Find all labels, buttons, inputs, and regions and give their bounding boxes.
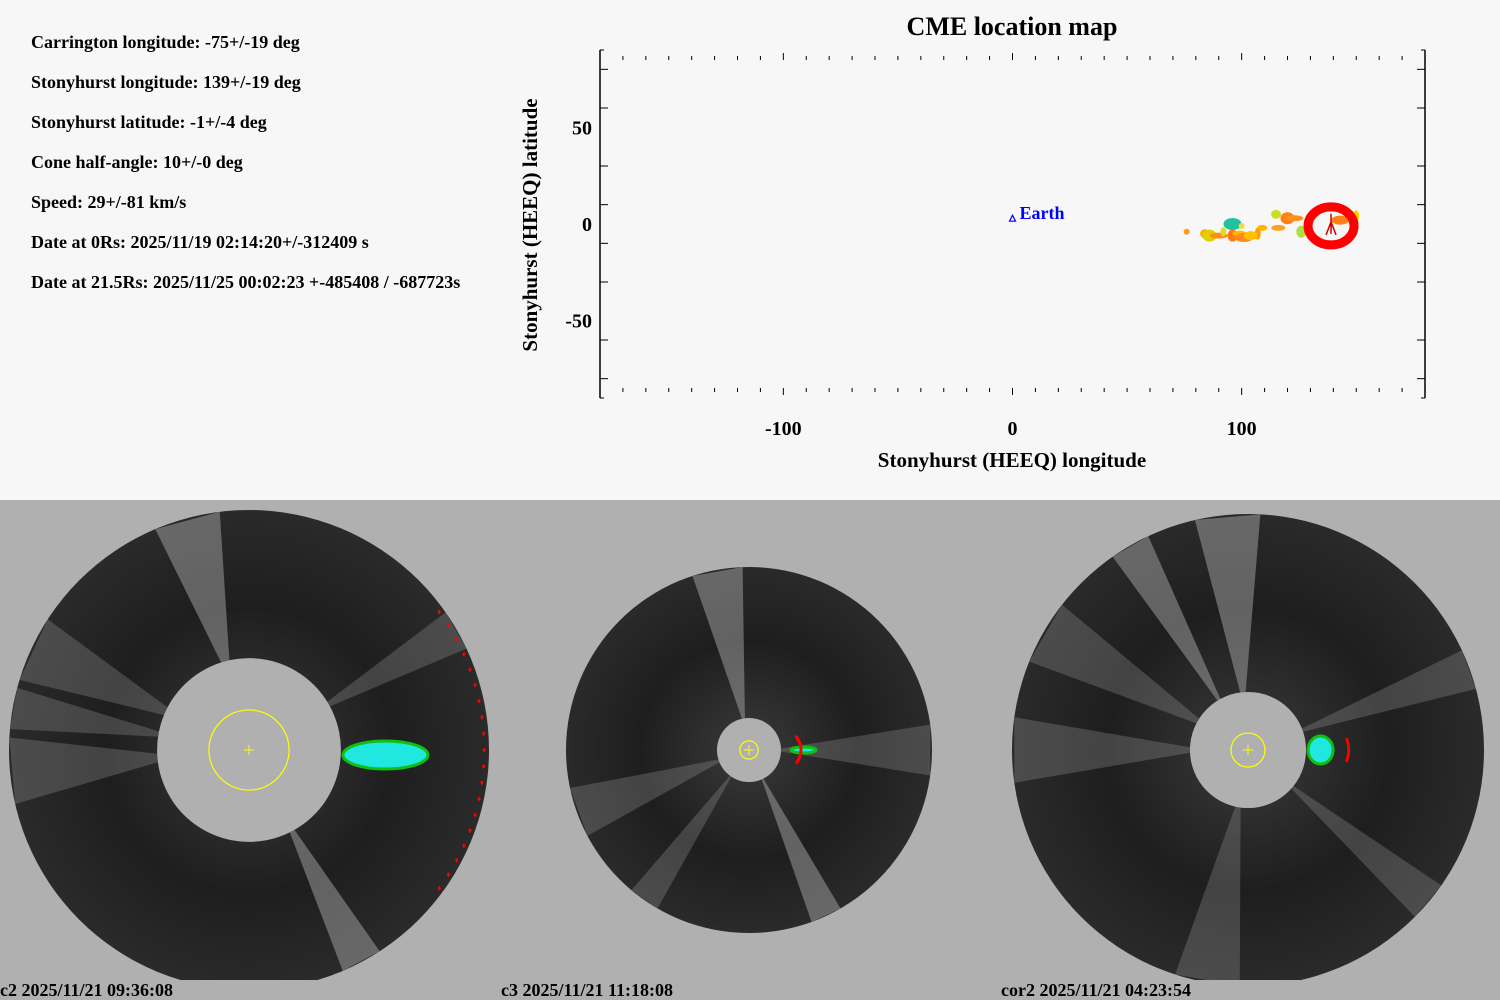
streamer: [9, 687, 159, 737]
sun-center-cross-icon: [1243, 745, 1253, 755]
density-point: [1271, 209, 1282, 219]
x-tick-label: 0: [1008, 418, 1018, 440]
streamer: [1029, 604, 1200, 724]
sun-limb-circle: [1230, 732, 1266, 768]
density-point: [1271, 224, 1286, 231]
streamer: [1194, 514, 1261, 693]
info-carrington-longitude: Carrington longitude: -75+/-19 deg: [31, 32, 300, 52]
density-points: [1183, 209, 1360, 243]
streamer: [761, 778, 841, 922]
streamer: [780, 724, 931, 776]
earth-label: Earth: [1020, 203, 1065, 223]
streamer: [1014, 717, 1191, 783]
info-stonyhurst-longitude: Stonyhurst longitude: 139+/-19 deg: [31, 72, 301, 92]
caption-c3: c3 2025/11/21 11:18:08: [501, 980, 673, 1000]
density-point: [1285, 215, 1304, 222]
earth-triangle-icon: [1008, 213, 1017, 222]
density-point: [1183, 228, 1190, 235]
info-date-21-5rs: Date at 21.5Rs: 2025/11/25 00:02:23 +-48…: [31, 272, 461, 292]
x-tick-label: -100: [765, 418, 802, 440]
cme-marker-ring: [1303, 202, 1359, 250]
streamer: [289, 829, 380, 971]
cme-location-map: CME location map -100 0 100 50 0 -50 Earth St…: [518, 12, 1426, 472]
streamer: [327, 612, 467, 707]
streamer: [1112, 536, 1221, 701]
cme-direction-arrow-icon: [1325, 213, 1337, 236]
info-date-0rs: Date at 0Rs: 2025/11/19 02:14:20+/-31240…: [31, 232, 369, 252]
density-point: [1220, 227, 1227, 237]
density-point: [1257, 224, 1268, 231]
earth-group: Earth: [1008, 203, 1065, 223]
info-stonyhurst-latitude: Stonyhurst latitude: -1+/-4 deg: [31, 112, 267, 132]
streamer: [1291, 786, 1442, 917]
coronagraph-images: [9, 510, 1484, 980]
coronagraph-c2: [9, 510, 489, 980]
cme-front-marks: [794, 735, 803, 765]
plot-axes: -100 0 100 50 0 -50: [565, 49, 1426, 440]
x-tick-label: 100: [1227, 418, 1257, 440]
streamer: [1175, 806, 1241, 980]
cme-front-marks: [1345, 737, 1351, 763]
cme-detection-region: [341, 739, 430, 771]
x-axis-label: Stonyhurst (HEEQ) longitude: [878, 448, 1146, 472]
caption-cor2: cor2 2025/11/21 04:23:54: [1001, 980, 1191, 1000]
streamer: [19, 619, 168, 716]
cme-marker-group: [1303, 202, 1359, 250]
density-point: [1243, 231, 1258, 241]
cme-detection-region: [789, 745, 818, 755]
sun-center-cross-icon: [744, 745, 754, 755]
coronagraph-c3: [566, 567, 932, 933]
y-axis-label: Stonyhurst (HEEQ) latitude: [518, 98, 542, 351]
density-point: [1202, 229, 1217, 242]
cme-detection-region: [1306, 734, 1335, 766]
caption-c2: c2 2025/11/21 09:36:08: [0, 980, 173, 1000]
density-point: [1331, 215, 1350, 225]
density-point: [1223, 218, 1242, 230]
sun-limb-circle: [208, 709, 290, 791]
sun-center-cross-icon: [244, 745, 254, 755]
streamer: [692, 567, 745, 719]
streamer: [155, 511, 230, 663]
info-speed: Speed: 29+/-81 km/s: [31, 192, 187, 212]
streamer: [631, 775, 732, 909]
y-tick-label: 0: [582, 214, 592, 236]
y-tick-label: -50: [565, 311, 592, 333]
streamer: [569, 759, 720, 836]
sun-limb-circle: [739, 740, 759, 760]
density-point: [1238, 222, 1245, 229]
info-cone-half-angle: Cone half-angle: 10+/-0 deg: [31, 152, 243, 172]
y-tick-label: 50: [572, 117, 592, 139]
map-panel: Carrington longitude: -75+/-19 deg Stony…: [0, 0, 1500, 500]
chart-title: CME location map: [907, 12, 1118, 41]
coronagraph-cor2: [1012, 514, 1484, 980]
cme-front-marks: [437, 609, 486, 891]
streamer: [1301, 650, 1476, 732]
streamer: [9, 737, 158, 804]
